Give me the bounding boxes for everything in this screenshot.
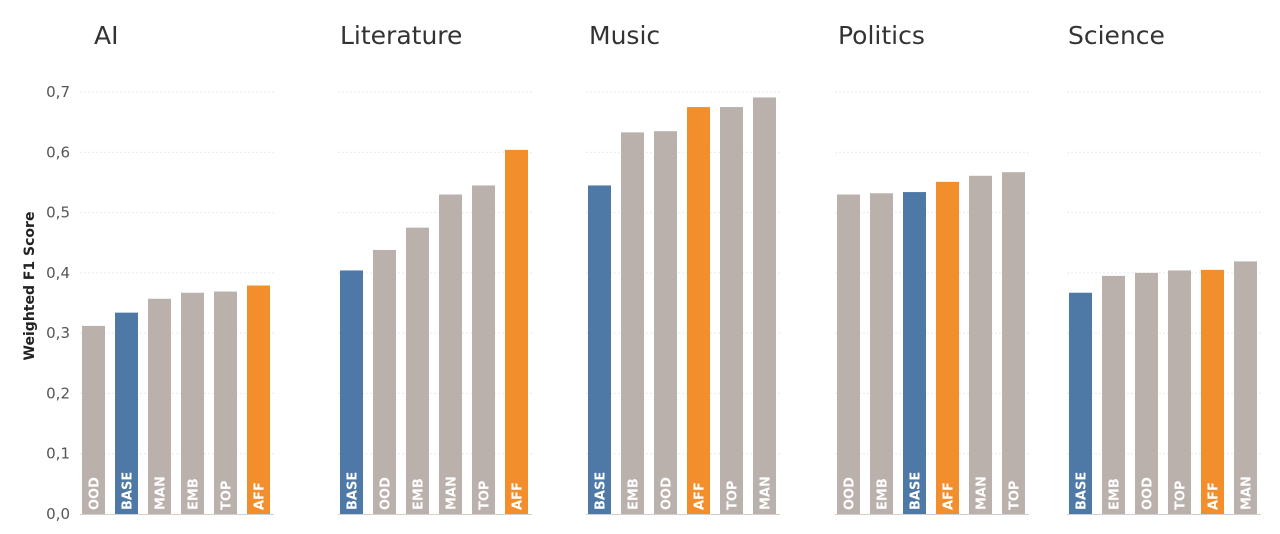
bar-ood	[1135, 272, 1158, 514]
bar-label: MAN	[975, 476, 990, 510]
bar-label: MAN	[445, 476, 460, 510]
bar-man	[1234, 261, 1257, 514]
bar-label: EMB	[187, 478, 202, 510]
bar-label: EMB	[876, 478, 891, 510]
bar-label: BASE	[909, 472, 924, 510]
bar-label: TOP	[726, 481, 741, 510]
bar-label: BASE	[121, 472, 136, 510]
bar-ood	[837, 194, 860, 514]
y-axis-title: Weighted F1 Score	[22, 212, 38, 361]
bar-label: MAN	[1240, 476, 1255, 510]
bar-label: MAN	[759, 476, 774, 510]
bar-man	[439, 194, 462, 514]
bar-label: OOD	[1141, 477, 1156, 510]
panel-title: Politics	[838, 21, 925, 50]
bar-base	[588, 185, 611, 514]
bar-label: OOD	[843, 477, 858, 510]
bar-label: AFF	[693, 482, 708, 510]
bar-label: AFF	[511, 482, 526, 510]
bar-ood	[82, 325, 105, 514]
bar-top	[1002, 172, 1025, 514]
panel-title: Literature	[340, 21, 462, 50]
bar-base	[903, 192, 926, 514]
bar-man	[969, 175, 992, 514]
bar-base	[1069, 292, 1092, 514]
y-tick-label: 0,7	[46, 83, 70, 101]
bar-top	[214, 291, 237, 514]
y-tick-label: 0,6	[46, 143, 70, 161]
bar-base	[340, 270, 363, 514]
bar-aff	[505, 149, 528, 515]
bar-emb	[621, 132, 644, 515]
bar-aff	[687, 107, 710, 515]
bar-label: BASE	[346, 472, 361, 510]
bar-label: OOD	[660, 477, 675, 510]
bar-ood	[373, 249, 396, 514]
bar-aff	[1201, 269, 1224, 514]
bar-label: TOP	[1008, 481, 1023, 510]
y-tick-label: 0,2	[46, 384, 70, 402]
bar-label: AFF	[1207, 482, 1222, 510]
y-tick-label: 0,5	[46, 204, 70, 222]
bar-label: TOP	[220, 481, 235, 510]
panel-title: Science	[1068, 21, 1165, 50]
bar-emb	[406, 227, 429, 514]
bar-base	[115, 312, 138, 514]
bar-top	[1168, 270, 1191, 514]
bar-label: EMB	[412, 478, 427, 510]
bar-label: OOD	[379, 477, 394, 510]
bar-label: TOP	[478, 481, 493, 510]
bar-aff	[936, 181, 959, 514]
bar-emb	[870, 193, 893, 514]
bar-aff	[247, 285, 270, 514]
bar-label: EMB	[627, 478, 642, 510]
bar-label: TOP	[1174, 481, 1189, 510]
bar-man	[148, 298, 171, 514]
bar-top	[472, 185, 495, 514]
bar-label: BASE	[594, 472, 609, 510]
bar-label: AFF	[253, 482, 268, 510]
bar-top	[720, 107, 743, 515]
bar-label: BASE	[1075, 472, 1090, 510]
bar-ood	[654, 131, 677, 514]
bar-man	[753, 97, 776, 514]
bar-emb	[1102, 275, 1125, 514]
bar-label: EMB	[1108, 478, 1123, 510]
bar-label: AFF	[942, 482, 957, 510]
bar-label: MAN	[154, 476, 169, 510]
panel-title: Music	[589, 21, 660, 50]
y-tick-label: 0,4	[46, 264, 70, 282]
bar-emb	[181, 292, 204, 514]
y-tick-label: 0,0	[46, 505, 70, 523]
y-tick-label: 0,3	[46, 324, 70, 342]
y-tick-label: 0,1	[46, 445, 70, 463]
panel-title: AI	[94, 21, 118, 50]
bar-label: OOD	[88, 477, 103, 510]
